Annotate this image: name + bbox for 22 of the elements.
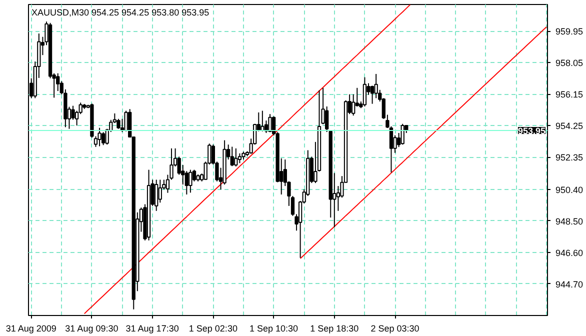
x-tick-label: 1 Sep 02:30	[188, 324, 238, 334]
y-tick-label: 959.95	[556, 26, 584, 37]
chart-title: XAUUSD,M30 954.25 954.25 953.80 953.95	[32, 8, 210, 18]
y-tick-label: 956.15	[556, 90, 584, 100]
y-tick-label: 944.70	[556, 279, 584, 290]
candlestick	[374, 73, 378, 99]
x-tick-label: 2 Sep 03:30	[370, 324, 420, 334]
x-tick-label: 1 Sep 18:30	[310, 324, 359, 334]
candlestick	[146, 169, 151, 241]
y-tick-label: 954.25	[556, 121, 584, 132]
y-tick-label: 950.40	[556, 184, 584, 195]
x-tick-label: 31 Aug 09:30	[65, 324, 118, 334]
ref-line-label: 953.95	[518, 126, 546, 136]
y-tick-label: 958.05	[556, 58, 584, 68]
y-tick-label: 946.60	[556, 248, 584, 258]
line-series	[300, 26, 548, 259]
y-tick-label: 952.35	[556, 152, 584, 163]
x-tick-label: 1 Sep 10:30	[250, 324, 298, 334]
y-tick-label: 948.50	[556, 216, 584, 226]
candlestick	[154, 179, 158, 212]
x-tick-label: 31 Aug 2009	[6, 324, 56, 334]
x-tick-label: 31 Aug 17:30	[126, 324, 179, 334]
